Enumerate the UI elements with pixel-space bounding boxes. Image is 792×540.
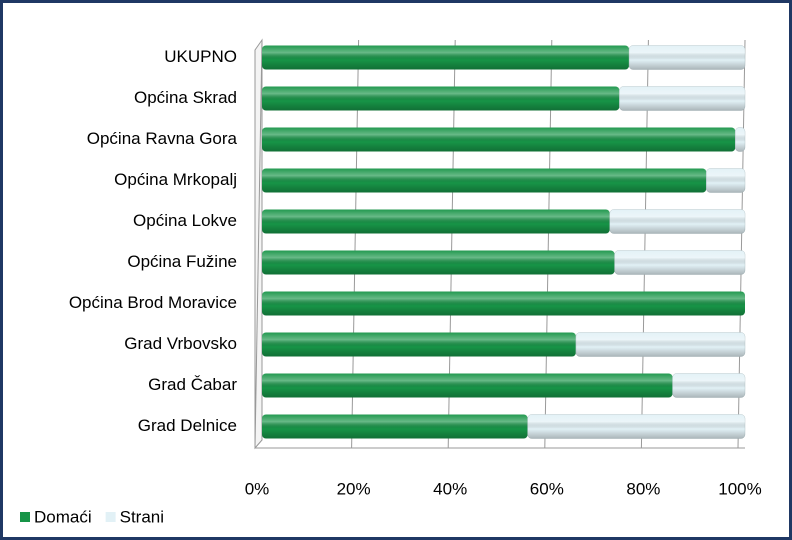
grid-line bbox=[254, 39, 263, 449]
x-tick-label: 80% bbox=[626, 479, 660, 498]
bar-shine bbox=[619, 86, 745, 111]
x-tick-label: 20% bbox=[337, 479, 371, 498]
y-tick-label: Općina Lokve bbox=[133, 211, 237, 230]
bar-shine bbox=[262, 250, 615, 275]
y-tick-label: Grad Delnice bbox=[138, 416, 237, 435]
legend-swatch bbox=[20, 512, 30, 522]
bar-shine bbox=[735, 127, 745, 152]
bar-shine bbox=[262, 86, 620, 111]
bar-shine bbox=[614, 250, 745, 275]
legend-label: Strani bbox=[120, 507, 164, 526]
x-tick-label: 40% bbox=[433, 479, 467, 498]
y-tick-label: UKUPNO bbox=[164, 47, 237, 66]
legend-label: Domaći bbox=[34, 507, 92, 526]
bar-shine bbox=[262, 209, 610, 234]
bar-shine bbox=[262, 414, 528, 439]
y-tick-label: Općina Skrad bbox=[134, 88, 237, 107]
bar-shine bbox=[262, 332, 576, 357]
bar-shine bbox=[262, 45, 630, 70]
y-tick-label: Grad Vrbovsko bbox=[124, 334, 237, 353]
bar-shine bbox=[672, 373, 745, 398]
y-tick-label: Grad Čabar bbox=[148, 375, 237, 394]
y-tick-label: Općina Ravna Gora bbox=[87, 129, 238, 148]
bar-shine bbox=[262, 291, 745, 316]
bar-shine bbox=[262, 373, 673, 398]
bar-shine bbox=[262, 168, 707, 193]
bar-shine bbox=[629, 45, 745, 70]
x-tick-label: 0% bbox=[245, 479, 270, 498]
bar-shine bbox=[262, 127, 736, 152]
y-tick-label: Općina Mrkopalj bbox=[114, 170, 237, 189]
x-tick-label: 60% bbox=[530, 479, 564, 498]
legend-swatch bbox=[105, 512, 116, 522]
bar-shine bbox=[575, 332, 745, 357]
y-tick-label: Općina Fužine bbox=[127, 252, 237, 271]
bar-shine bbox=[706, 168, 745, 193]
y-tick-label: Općina Brod Moravice bbox=[69, 293, 237, 312]
bar-shine bbox=[527, 414, 745, 439]
x-tick-label: 100% bbox=[718, 479, 761, 498]
bar-shine bbox=[609, 209, 745, 234]
